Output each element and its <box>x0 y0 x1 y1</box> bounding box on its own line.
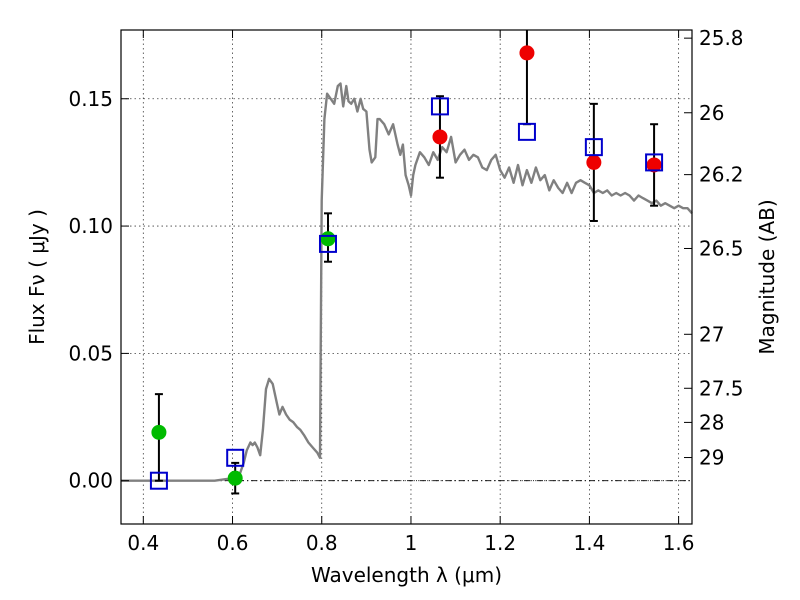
model-photometry-square <box>318 234 337 253</box>
x-axis-ticks: 0.4 0.6 0.8 1 1.2 1.4 1.6 <box>127 30 695 555</box>
green-data-point <box>227 470 243 486</box>
red-data-point <box>586 154 602 170</box>
model-photometry-square <box>645 153 664 172</box>
model-photometry-square <box>430 97 449 116</box>
green-data-point <box>151 424 167 440</box>
y-tick-label: 0.15 <box>68 87 113 111</box>
right-tick-label: 28 <box>699 410 724 434</box>
x-tick-label: 1.2 <box>484 531 516 555</box>
right-tick-label: 26.5 <box>699 236 744 260</box>
model-photometry-square <box>226 448 245 467</box>
x-tick-label: 1.6 <box>663 531 695 555</box>
grid-lines <box>121 30 692 524</box>
x-axis-title: Wavelength λ (μm) <box>311 563 502 587</box>
right-tick-label: 26.2 <box>699 163 744 187</box>
model-photometry-square <box>517 122 536 141</box>
right-tick-label: 29 <box>699 446 724 470</box>
y-tick-label: 0.05 <box>68 341 113 365</box>
model-spectrum-group <box>121 82 693 482</box>
x-tick-label: 1 <box>405 531 418 555</box>
x-tick-label: 0.6 <box>217 531 249 555</box>
right-tick-label: 25.8 <box>699 26 744 50</box>
right-tick-label: 27.5 <box>699 376 744 400</box>
x-tick-label: 0.8 <box>306 531 338 555</box>
x-tick-label: 1.4 <box>573 531 605 555</box>
data-points-group <box>151 45 662 486</box>
model-photometry-square <box>149 471 168 490</box>
y-axis-ticks: 0.00 0.05 0.10 0.15 <box>68 87 129 493</box>
y-axis-title: Flux Fν ( μJy ) <box>25 209 49 345</box>
plot-frame <box>120 29 693 525</box>
model-spectrum-line <box>121 82 693 482</box>
y-tick-label: 0.00 <box>68 469 113 493</box>
model-photometry-square <box>584 138 603 157</box>
red-data-point <box>646 157 662 173</box>
right-tick-label: 26 <box>699 101 724 125</box>
y-tick-label: 0.10 <box>68 214 113 238</box>
red-data-point <box>432 129 448 145</box>
right-axis-title: Magnitude (AB) <box>755 199 779 354</box>
model-photometry-group <box>149 97 664 490</box>
green-data-point <box>320 231 336 247</box>
error-bars-group <box>154 30 659 495</box>
x-tick-label: 0.4 <box>127 531 159 555</box>
red-data-point <box>519 45 535 61</box>
right-axis-ticks: 25.8 26 26.2 26.5 27 27.5 28 29 <box>684 26 744 470</box>
right-tick-label: 27 <box>699 322 724 346</box>
